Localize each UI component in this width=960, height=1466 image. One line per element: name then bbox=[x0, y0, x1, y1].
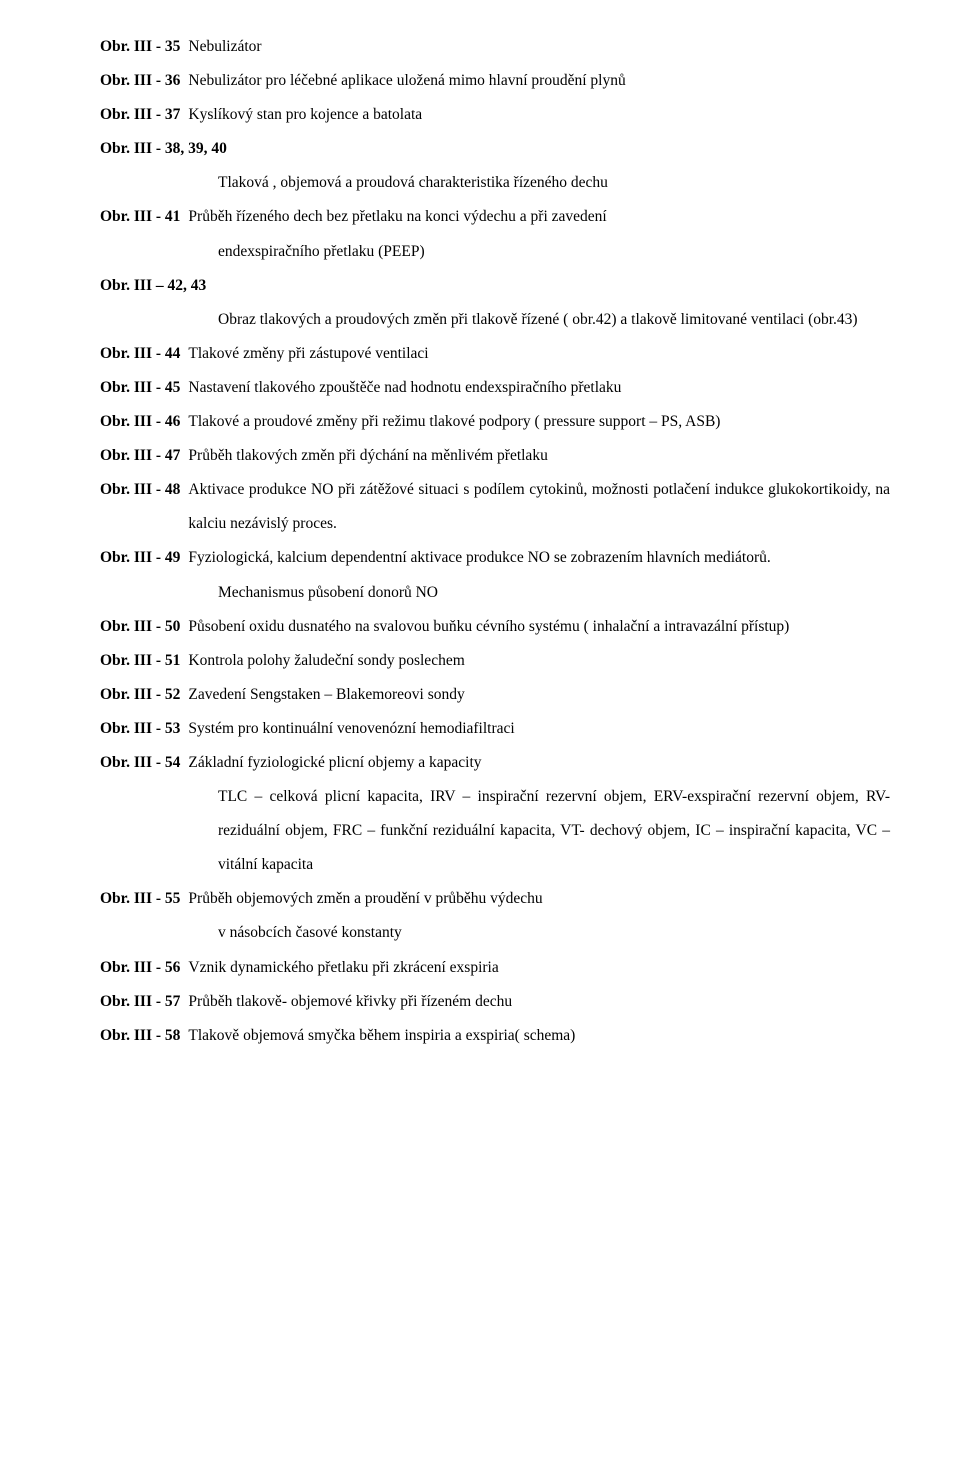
figure-entry: Obr. III - 37Kyslíkový stan pro kojence … bbox=[100, 98, 890, 132]
figure-description: Tlakové změny při zástupové ventilaci bbox=[188, 337, 890, 371]
figure-label: Obr. III - 46 bbox=[100, 405, 188, 439]
figure-description: Fyziologická, kalcium dependentní aktiva… bbox=[188, 541, 890, 575]
figure-label: Obr. III - 55 bbox=[100, 882, 188, 916]
figure-label: Obr. III - 35 bbox=[100, 30, 188, 64]
figure-entry: Obr. III - 38, 39, 40 bbox=[100, 132, 890, 166]
figure-label: Obr. III - 38, 39, 40 bbox=[100, 132, 235, 166]
figure-list: Obr. III - 35NebulizátorObr. III - 36Neb… bbox=[100, 30, 890, 1053]
figure-description-continued: endexspiračního přetlaku (PEEP) bbox=[100, 235, 890, 269]
figure-entry: Obr. III - 36Nebulizátor pro léčebné apl… bbox=[100, 64, 890, 98]
figure-description: Působení oxidu dusnatého na svalovou buň… bbox=[188, 610, 890, 644]
figure-description-continued: v násobcích časové konstanty bbox=[100, 916, 890, 950]
figure-description: Základní fyziologické plicní objemy a ka… bbox=[188, 746, 890, 780]
figure-description-continued: Obraz tlakových a proudových změn při tl… bbox=[100, 303, 890, 337]
figure-label: Obr. III - 58 bbox=[100, 1019, 188, 1053]
figure-description: Systém pro kontinuální venovenózní hemod… bbox=[188, 712, 890, 746]
figure-entry: Obr. III - 58Tlakově objemová smyčka běh… bbox=[100, 1019, 890, 1053]
figure-label: Obr. III - 36 bbox=[100, 64, 188, 98]
figure-label: Obr. III - 48 bbox=[100, 473, 188, 507]
figure-description: Nastavení tlakového zpouštěče nad hodnot… bbox=[188, 371, 890, 405]
figure-label: Obr. III - 56 bbox=[100, 951, 188, 985]
figure-description: Zavedení Sengstaken – Blakemoreovi sondy bbox=[188, 678, 890, 712]
figure-entry: Obr. III - 57Průběh tlakově- objemové kř… bbox=[100, 985, 890, 1019]
figure-entry: Obr. III - 51Kontrola polohy žaludeční s… bbox=[100, 644, 890, 678]
figure-label: Obr. III - 49 bbox=[100, 541, 188, 575]
figure-entry: Obr. III – 42, 43 bbox=[100, 269, 890, 303]
figure-description: Kyslíkový stan pro kojence a batolata bbox=[188, 98, 890, 132]
figure-entry: Obr. III - 52Zavedení Sengstaken – Blake… bbox=[100, 678, 890, 712]
figure-entry: Obr. III - 44Tlakové změny při zástupové… bbox=[100, 337, 890, 371]
figure-description: Nebulizátor bbox=[188, 30, 890, 64]
figure-label: Obr. III - 44 bbox=[100, 337, 188, 371]
figure-label: Obr. III - 52 bbox=[100, 678, 188, 712]
figure-entry: Obr. III - 48Aktivace produkce NO při zá… bbox=[100, 473, 890, 541]
figure-description: Průběh tlakově- objemové křivky při říze… bbox=[188, 985, 890, 1019]
figure-description-continued: Mechanismus působení donorů NO bbox=[100, 576, 890, 610]
figure-label: Obr. III - 57 bbox=[100, 985, 188, 1019]
figure-description: Kontrola polohy žaludeční sondy posleche… bbox=[188, 644, 890, 678]
figure-description: Tlakově objemová smyčka během inspiria a… bbox=[188, 1019, 890, 1053]
figure-label: Obr. III - 53 bbox=[100, 712, 188, 746]
figure-entry: Obr. III - 50Působení oxidu dusnatého na… bbox=[100, 610, 890, 644]
figure-description: Průběh řízeného dech bez přetlaku na kon… bbox=[188, 200, 890, 234]
figure-entry: Obr. III - 41Průběh řízeného dech bez př… bbox=[100, 200, 890, 234]
figure-label: Obr. III - 47 bbox=[100, 439, 188, 473]
figure-description: Vznik dynamického přetlaku při zkrácení … bbox=[188, 951, 890, 985]
figure-description: Průběh tlakových změn při dýchání na měn… bbox=[188, 439, 890, 473]
figure-entry: Obr. III - 55Průběh objemových změn a pr… bbox=[100, 882, 890, 916]
figure-entry: Obr. III - 45Nastavení tlakového zpouště… bbox=[100, 371, 890, 405]
figure-label: Obr. III - 54 bbox=[100, 746, 188, 780]
figure-description: Tlakové a proudové změny při režimu tlak… bbox=[188, 405, 890, 439]
figure-label: Obr. III – 42, 43 bbox=[100, 269, 214, 303]
figure-entry: Obr. III - 56Vznik dynamického přetlaku … bbox=[100, 951, 890, 985]
figure-description-continued: TLC – celková plicní kapacita, IRV – ins… bbox=[100, 780, 890, 882]
figure-entry: Obr. III - 46Tlakové a proudové změny př… bbox=[100, 405, 890, 439]
figure-description-continued: Tlaková , objemová a proudová charakteri… bbox=[100, 166, 890, 200]
figure-entry: Obr. III - 47Průběh tlakových změn při d… bbox=[100, 439, 890, 473]
figure-entry: Obr. III - 54Základní fyziologické plicn… bbox=[100, 746, 890, 780]
figure-label: Obr. III - 45 bbox=[100, 371, 188, 405]
figure-entry: Obr. III - 35Nebulizátor bbox=[100, 30, 890, 64]
figure-description: Aktivace produkce NO při zátěžové situac… bbox=[188, 473, 890, 541]
figure-description: Nebulizátor pro léčebné aplikace uložená… bbox=[188, 64, 890, 98]
figure-description: Průběh objemových změn a proudění v průb… bbox=[188, 882, 890, 916]
figure-label: Obr. III - 37 bbox=[100, 98, 188, 132]
figure-label: Obr. III - 41 bbox=[100, 200, 188, 234]
figure-label: Obr. III - 51 bbox=[100, 644, 188, 678]
figure-entry: Obr. III - 49Fyziologická, kalcium depen… bbox=[100, 541, 890, 575]
figure-entry: Obr. III - 53Systém pro kontinuální veno… bbox=[100, 712, 890, 746]
figure-label: Obr. III - 50 bbox=[100, 610, 188, 644]
